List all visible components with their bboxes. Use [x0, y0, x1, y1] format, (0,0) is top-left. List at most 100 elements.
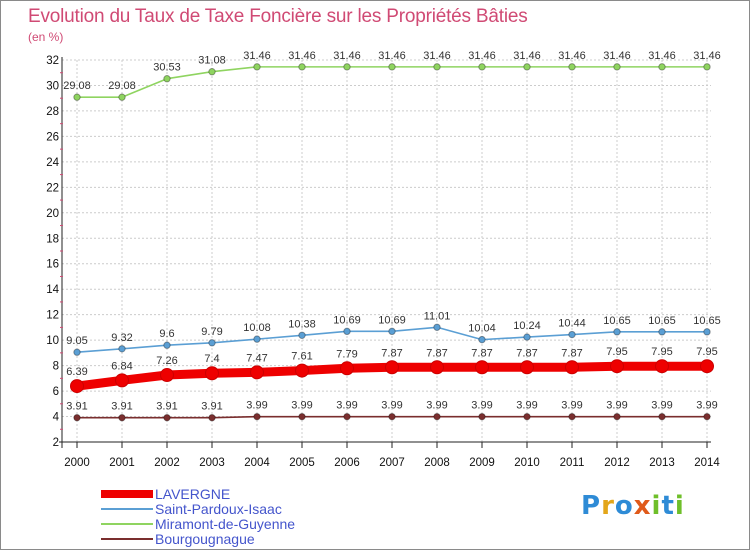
data-label-saint-pardoux-isaac: 10.65: [648, 315, 676, 327]
legend-item-bourgougnague[interactable]: Bourgougnague: [101, 530, 295, 547]
data-label-lavergne: 6.39: [66, 366, 87, 378]
data-point-saint-pardoux-isaac: [343, 327, 351, 336]
data-point-miramont-de-guyenne: [73, 93, 81, 101]
y-tick-label: 22: [46, 182, 59, 194]
data-label-miramont-de-guyenne: 31.46: [558, 50, 586, 62]
data-point-lavergne: [385, 360, 399, 375]
x-tick-label: 2007: [379, 457, 405, 469]
y-tick-label: 20: [46, 208, 59, 220]
data-point-miramont-de-guyenne: [208, 68, 216, 76]
legend-item-lavergne[interactable]: LAVERGNE: [101, 485, 295, 502]
legend: LAVERGNE Saint-Pardoux-Isaac Miramont-de…: [101, 485, 295, 547]
data-label-lavergne: 7.95: [651, 346, 672, 358]
data-label-miramont-de-guyenne: 31.46: [693, 50, 721, 62]
y-tick-label: 18: [46, 233, 59, 245]
data-label-bourgougnague: 3.99: [651, 400, 672, 412]
data-point-bourgougnague: [73, 413, 81, 422]
data-point-miramont-de-guyenne: [388, 63, 396, 71]
legend-swatch: [101, 537, 153, 540]
data-label-saint-pardoux-isaac: 10.44: [558, 318, 586, 330]
data-label-saint-pardoux-isaac: 10.69: [378, 314, 406, 326]
x-tick-labels: 2000 2001 2002 2003 2004 2005 2006 2007 2008 2009…: [64, 457, 720, 469]
grid-lines: [62, 59, 711, 443]
data-label-bourgougnague: 3.99: [471, 400, 492, 412]
x-tick-label: 2012: [604, 457, 630, 469]
data-label-lavergne: 7.4: [204, 353, 219, 365]
data-point-bourgougnague: [253, 412, 261, 421]
data-point-saint-pardoux-isaac: [253, 335, 261, 343]
data-label-bourgougnague: 3.91: [156, 401, 177, 413]
data-labels: 6.39 6.84 7.26 7.4 7.47 7.61 7.79 7.87 7.87 7.87 7…: [63, 50, 721, 413]
y-tick-label: 14: [46, 284, 59, 296]
data-point-bourgougnague: [613, 412, 621, 421]
logo-letter: t: [661, 491, 675, 521]
x-tick-label: 2013: [649, 457, 675, 469]
data-label-bourgougnague: 3.99: [381, 400, 402, 412]
data-point-saint-pardoux-isaac: [568, 330, 576, 339]
legend-swatch: [101, 507, 153, 510]
logo-letter: i: [674, 491, 685, 521]
x-tick-label: 2009: [469, 457, 495, 469]
data-label-saint-pardoux-isaac: 9.6: [159, 328, 174, 340]
data-point-lavergne: [295, 363, 309, 378]
data-label-saint-pardoux-isaac: 10.24: [513, 320, 541, 332]
legend-label: Saint-Pardoux-Isaac: [155, 500, 282, 517]
data-point-lavergne: [340, 361, 354, 376]
logo-letter: o: [614, 491, 634, 521]
y-tick-label: 6: [53, 386, 59, 398]
y-tick-label: 24: [46, 157, 59, 169]
y-tick-label: 8: [53, 361, 59, 373]
axes: [59, 57, 711, 448]
data-label-saint-pardoux-isaac: 9.32: [111, 332, 132, 344]
data-label-lavergne: 7.87: [381, 347, 402, 359]
x-tick-label: 2014: [694, 457, 720, 469]
data-point-saint-pardoux-isaac: [388, 327, 396, 336]
data-label-lavergne: 7.26: [156, 355, 177, 367]
data-label-bourgougnague: 3.99: [561, 400, 582, 412]
legend-item-miramont-de-guyenne[interactable]: Miramont-de-Guyenne: [101, 516, 295, 532]
data-label-lavergne: 6.84: [111, 360, 132, 372]
data-point-lavergne: [70, 379, 84, 394]
y-axis-unit-label: (en %): [28, 30, 64, 44]
logo-letter: i: [651, 491, 662, 521]
data-point-saint-pardoux-isaac: [613, 328, 621, 336]
data-label-bourgougnague: 3.99: [246, 400, 267, 412]
data-label-saint-pardoux-isaac: 10.65: [693, 315, 721, 327]
data-label-lavergne: 7.87: [426, 347, 447, 359]
y-tick-label: 10: [46, 335, 59, 347]
data-point-bourgougnague: [343, 412, 351, 421]
x-tick-label: 2005: [289, 457, 315, 469]
legend-item-saint-pardoux-isaac[interactable]: Saint-Pardoux-Isaac: [101, 500, 295, 517]
data-point-saint-pardoux-isaac: [163, 341, 171, 349]
data-label-bourgougnague: 3.99: [291, 400, 312, 412]
data-point-bourgougnague: [703, 412, 711, 421]
data-label-miramont-de-guyenne: 31.46: [423, 50, 451, 62]
data-label-bourgougnague: 3.99: [696, 400, 717, 412]
data-point-saint-pardoux-isaac: [298, 331, 306, 339]
data-label-bourgougnague: 3.99: [516, 400, 537, 412]
data-point-miramont-de-guyenne: [658, 63, 666, 71]
data-point-miramont-de-guyenne: [703, 63, 711, 71]
data-label-lavergne: 7.61: [291, 351, 312, 363]
legend-label: LAVERGNE: [155, 485, 231, 502]
data-label-miramont-de-guyenne: 31.46: [513, 50, 541, 62]
data-label-bourgougnague: 3.99: [606, 400, 627, 412]
x-tick-label: 2006: [334, 457, 360, 469]
x-tick-label: 2002: [154, 457, 180, 469]
data-point-lavergne: [565, 360, 579, 375]
legend-label: Bourgougnague: [155, 530, 255, 547]
chart-title: Evolution du Taux de Taxe Foncière sur l…: [28, 6, 528, 27]
data-point-bourgougnague: [388, 412, 396, 421]
data-point-bourgougnague: [433, 412, 441, 421]
data-label-miramont-de-guyenne: 31.46: [603, 50, 631, 62]
data-label-saint-pardoux-isaac: 10.08: [243, 322, 271, 334]
x-tick-label: 2008: [424, 457, 450, 469]
series-lines: [70, 63, 714, 422]
data-point-lavergne: [430, 360, 444, 375]
data-label-saint-pardoux-isaac: 9.79: [201, 326, 222, 338]
legend-swatch: [101, 489, 153, 498]
data-point-miramont-de-guyenne: [163, 75, 171, 83]
